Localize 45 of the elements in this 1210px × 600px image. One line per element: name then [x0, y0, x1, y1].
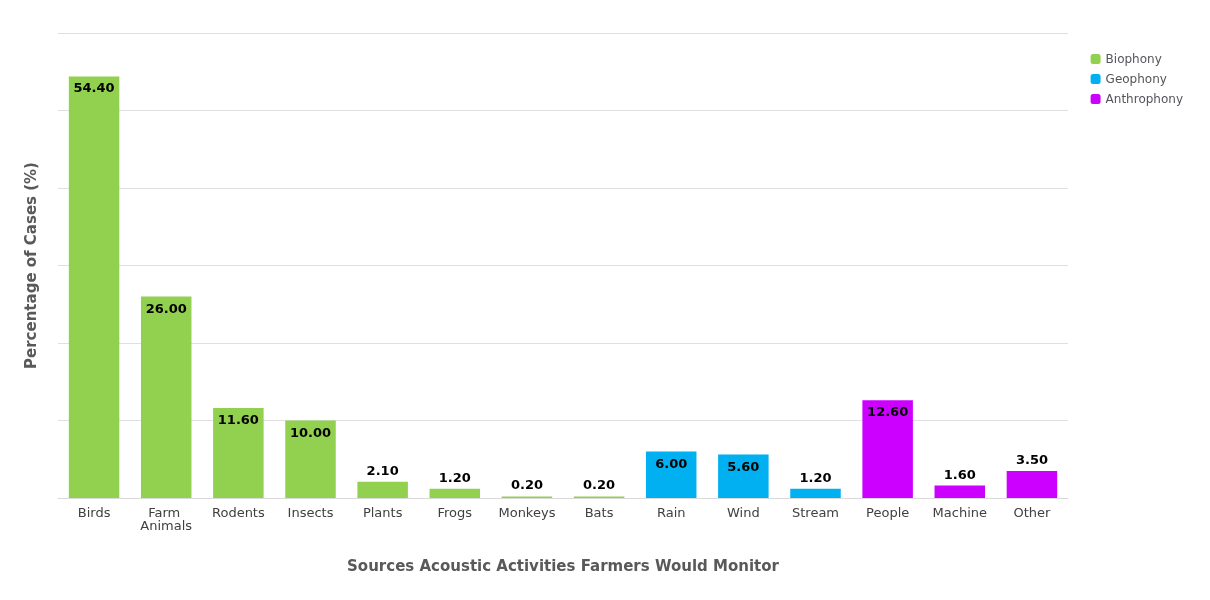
data-label: 10.00 — [289, 424, 332, 440]
x-tick-label: Plants — [362, 505, 403, 520]
x-tick-label: Stream — [791, 505, 840, 520]
data-label: 1.60 — [943, 466, 976, 482]
data-label: 0.20 — [510, 477, 543, 493]
data-label: 12.60 — [867, 404, 909, 420]
x-tick-label: Rain — [656, 505, 686, 520]
x-tick-label: People — [866, 505, 910, 520]
bar — [934, 485, 986, 498]
x-tick-label: Wind — [727, 505, 760, 520]
bar — [645, 451, 697, 498]
x-tick-label: Birds — [77, 505, 111, 520]
bar — [862, 400, 913, 498]
data-label: 11.60 — [217, 412, 259, 428]
x-tick-label: Rodents — [211, 505, 265, 520]
data-label: 3.50 — [1015, 451, 1048, 467]
bar — [1006, 470, 1058, 498]
bar — [140, 296, 192, 498]
x-tick-label: Monkeys — [498, 505, 556, 520]
data-label: 54.40 — [73, 80, 115, 96]
bar — [213, 408, 264, 498]
data-label: 2.10 — [366, 462, 399, 478]
y-axis-title: Percentage of Cases (%) — [21, 162, 40, 369]
data-label: 6.00 — [655, 455, 688, 471]
x-tick-label: Other — [1013, 505, 1052, 520]
bar — [429, 488, 481, 498]
x-tick-label: Farm Animals — [140, 505, 193, 533]
data-label: 5.60 — [727, 458, 760, 474]
data-label: 1.20 — [799, 469, 832, 485]
data-label: 0.20 — [583, 477, 616, 493]
bar — [357, 481, 408, 498]
x-axis-title: Sources Acoustic Activities Farmers Would Monitor — [347, 556, 780, 575]
bar — [68, 76, 120, 498]
x-tick-label: Machine — [932, 505, 987, 520]
legend-label: Geophony — [1105, 72, 1167, 86]
data-label: 1.20 — [438, 469, 471, 485]
data-label: 26.00 — [145, 300, 187, 316]
bar — [285, 420, 336, 498]
x-tick-label: Frogs — [437, 505, 473, 520]
x-tick-label: Insects — [287, 505, 334, 520]
x-tick-label: Bats — [584, 505, 614, 520]
bar — [790, 488, 841, 498]
legend-label: Anthrophony — [1105, 92, 1184, 106]
legend-label: Biophony — [1105, 52, 1162, 66]
bar — [718, 454, 769, 498]
